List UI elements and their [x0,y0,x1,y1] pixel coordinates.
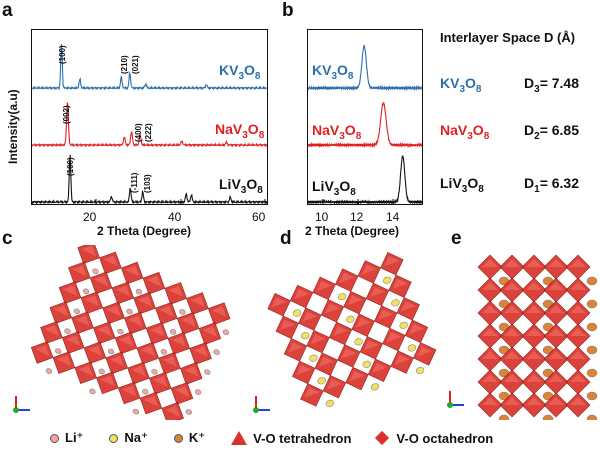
legend-li: Li⁺ [50,430,83,446]
peak-label-k-021: (021) [131,55,140,74]
panel-label-a: a [2,0,13,21]
xrd-full-ylabel: Intensity(a.u) [6,89,20,164]
interlayer-label-li: LiV3O8 [440,175,484,195]
legend-tetra: V-O tetrahedron [231,431,351,446]
xrd-curve-LiV3O8 [32,154,267,204]
zoom-label-na: NaV3O8 [312,122,362,142]
peak-label-na-400: (400) [134,123,143,142]
interlayer-value-k: D3= 7.48 [524,75,580,95]
legend-k: K⁺ [173,430,206,446]
zoom-label-li: LiV3O8 [312,178,356,198]
peak-label-li-100: (100) [66,157,75,176]
legend-na: Na⁺ [109,430,148,446]
interlayer-label-na: NaV3O8 [440,122,490,142]
xrd-zoom-xlabel: 2 Theta (Degree) [305,224,400,238]
na-ion-icon [109,433,119,443]
interlayer-title: Interlayer Space D (Å) [440,30,576,45]
interlayer-value-li: D1= 6.32 [524,175,580,195]
li-ion-icon [50,433,59,443]
xrd-zoom-plot: KV3O8 NaV3O8 LiV3O8 [307,29,423,205]
series-label-li: LiV3O8 [219,176,263,196]
legend-octa-label: V-O octahedron [396,430,494,446]
xrd-full-plot: (100) (210) (021) (002) (400) (222) (100… [31,29,268,205]
panel-label-c: c [2,228,13,249]
structure-legend: Li⁺ Na⁺ K⁺ V-O tetrahedron V-O octahedro… [50,430,519,446]
xtick-a-20: 20 [83,210,97,224]
xrd-full-xlabel: 2 Theta (Degree) [97,224,192,238]
xrd-zoom-svg [308,45,422,204]
peak-label-na-002: (002) [62,105,71,124]
xrd-full-svg [32,43,267,204]
octahedron-icon [375,430,390,446]
crystal-structure-liv3o8 [13,245,231,420]
series-label-na: NaV3O8 [215,121,265,141]
peak-label-li-111: (-111) [130,172,139,193]
tetrahedron-icon [231,431,248,445]
k-ion-icon [173,433,183,443]
panel-label-b: b [282,0,294,21]
series-label-k: KV3O8 [219,62,261,82]
xrd-curve-NaV3O8 [32,102,267,148]
legend-tetra-label: V-O tetrahedron [253,430,352,446]
peak-label-k-210: (210) [120,55,129,74]
crystal-structure-nav3o8 [253,252,437,413]
xtick-a-60: 60 [252,210,266,224]
legend-na-label: Na⁺ [124,430,148,445]
panel-label-e: e [451,228,462,249]
legend-octa: V-O octahedron [375,430,494,446]
xrd-curve-KV3O8 [32,43,267,91]
peak-label-na-222: (222) [144,123,153,142]
xrd-curve-KV3O8 [308,45,422,92]
xtick-b-12: 12 [350,210,364,224]
interlayer-value-na: D2= 6.85 [524,122,580,142]
interlayer-label-k: KV3O8 [440,75,482,95]
xtick-b-10: 10 [315,210,329,224]
panel-label-d: d [280,228,292,249]
zoom-label-k: KV3O8 [312,62,354,82]
xrd-curve-NaV3O8 [308,101,422,149]
crystal-structure-kv3o8 [447,254,598,420]
xtick-b-14: 14 [386,210,400,224]
xrd-curve-LiV3O8 [308,155,422,204]
peak-label-k-100: (100) [58,45,67,64]
xtick-a-40: 40 [168,210,182,224]
legend-li-label: Li⁺ [65,430,84,445]
peak-label-li-103: (103) [143,174,152,193]
legend-k-label: K⁺ [188,430,206,445]
